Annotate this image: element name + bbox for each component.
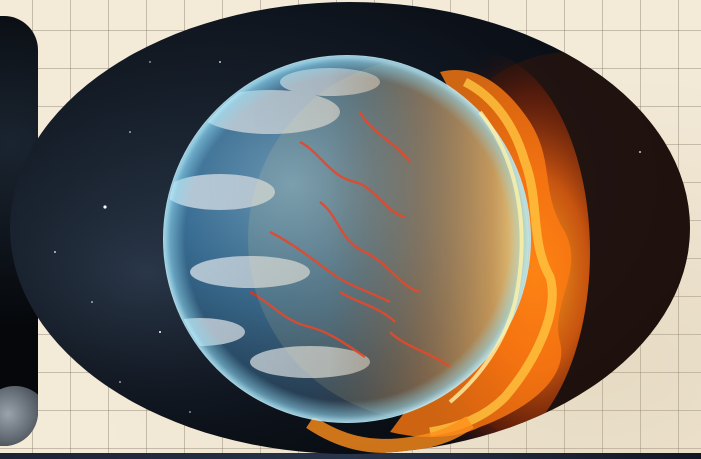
burning-planet-photo [10, 2, 690, 454]
moon-fragment [0, 386, 38, 446]
atmosphere-halo [163, 55, 531, 423]
planet-illustration [10, 2, 690, 454]
bottom-edge-strip [0, 453, 701, 459]
